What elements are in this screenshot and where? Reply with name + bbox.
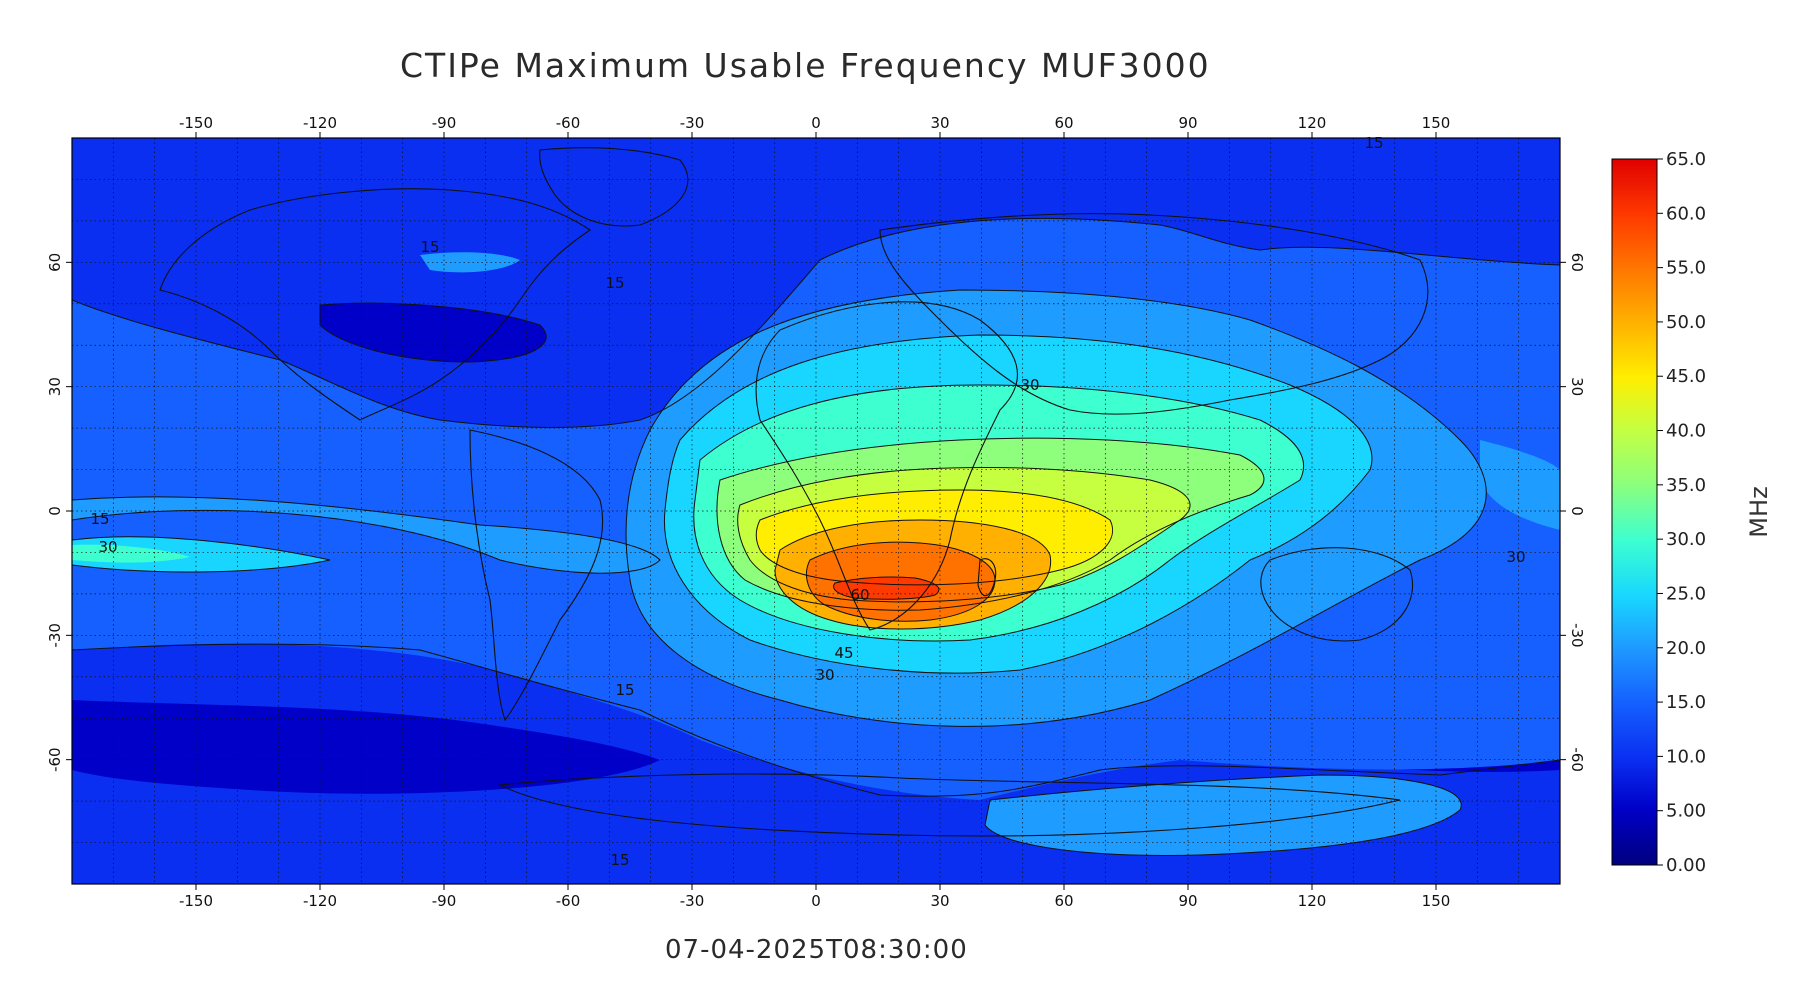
contour-label: 30: [1506, 548, 1525, 566]
colorbar-tick-label: 65.0: [1666, 149, 1706, 170]
left-lat-label: -30: [46, 623, 64, 648]
top-lon-label: 150: [1422, 114, 1451, 132]
colorbar-tick-label: 35.0: [1666, 475, 1706, 496]
top-lon-label: 120: [1298, 114, 1327, 132]
colorbar-tick-label: 20.0: [1666, 638, 1706, 659]
colorbar-tick-label: 10.0: [1666, 746, 1706, 767]
colorbar-tick-label: 40.0: [1666, 421, 1706, 442]
contour-label: 60: [850, 586, 869, 604]
colorbar-tick-label: 55.0: [1666, 258, 1706, 279]
right-lat-label: -30: [1568, 623, 1586, 648]
top-lon-label: 60: [1054, 114, 1073, 132]
top-lon-label: 30: [930, 114, 949, 132]
colorbar-unit-label: MHz: [1745, 486, 1773, 537]
left-lat-label: -60: [46, 747, 64, 772]
contour-label: 45: [834, 644, 853, 662]
bottom-lon-label: -60: [556, 892, 581, 910]
bottom-lon-label: -90: [432, 892, 457, 910]
top-lon-label: -30: [680, 114, 705, 132]
top-lon-label: -120: [303, 114, 337, 132]
bottom-lon-label: 30: [930, 892, 949, 910]
top-lon-label: -150: [179, 114, 213, 132]
bottom-lon-label: -120: [303, 892, 337, 910]
contour-label: 15: [610, 851, 629, 869]
right-lat-label: 0: [1568, 506, 1586, 516]
right-lat-label: 60: [1568, 253, 1586, 272]
right-lat-label: -60: [1568, 747, 1586, 772]
left-lat-label: 0: [46, 506, 64, 516]
contour-label: 15: [90, 510, 109, 528]
bottom-lon-label: 60: [1054, 892, 1073, 910]
colorbar: [1612, 159, 1657, 865]
contour-label: 15: [420, 238, 439, 256]
colorbar-tick-label: 5.00: [1666, 801, 1706, 822]
colorbar-tick-label: 15.0: [1666, 692, 1706, 713]
bottom-lon-label: 90: [1178, 892, 1197, 910]
colorbar-tick-label: 25.0: [1666, 583, 1706, 604]
colorbar-tick-label: 30.0: [1666, 529, 1706, 550]
timestamp: 07-04-2025T08:30:00: [665, 935, 968, 965]
contour-label: 30: [815, 666, 834, 684]
right-lat-label: 30: [1568, 377, 1586, 396]
bottom-lon-label: 120: [1298, 892, 1327, 910]
colorbar-tick-label: 45.0: [1666, 366, 1706, 387]
top-lon-label: -60: [556, 114, 581, 132]
left-lat-label: 30: [46, 377, 64, 396]
colorbar-tick-label: 50.0: [1666, 312, 1706, 333]
colorbar-ticks: 65.0 60.0 55.0 50.0 45.0 40.0 35.0 30.0 25.0 20.0…: [1657, 149, 1706, 876]
bottom-lon-label: -150: [179, 892, 213, 910]
contour-label: 15: [1364, 134, 1383, 152]
top-lon-label: 90: [1178, 114, 1197, 132]
contour-label: 15: [615, 681, 634, 699]
contour-fill-layers: [72, 138, 1560, 884]
contour-label: 30: [98, 538, 117, 556]
contour-label: 30: [1020, 376, 1039, 394]
colorbar-tick-label: 0.00: [1666, 855, 1706, 876]
bottom-lon-label: -30: [680, 892, 705, 910]
left-lat-label: 60: [46, 253, 64, 272]
top-lon-label: 0: [811, 114, 821, 132]
bottom-lon-label: 150: [1422, 892, 1451, 910]
top-lon-label: -90: [432, 114, 457, 132]
bottom-lon-label: 0: [811, 892, 821, 910]
colorbar-tick-label: 60.0: [1666, 203, 1706, 224]
contour-label: 15: [605, 274, 624, 292]
